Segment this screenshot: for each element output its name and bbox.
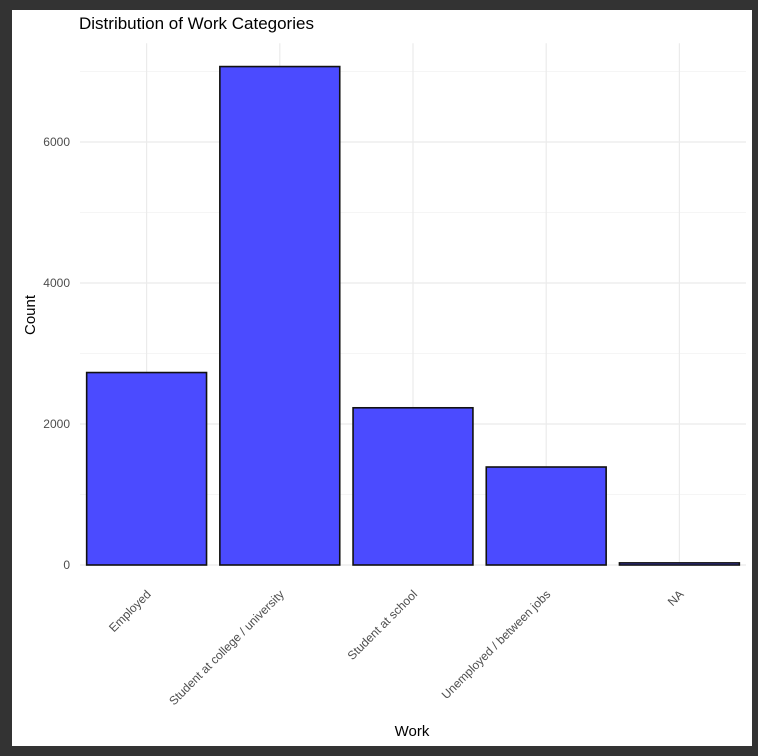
bar-3 — [485, 466, 607, 566]
y-tick-label: 6000 — [43, 135, 70, 149]
bar-0 — [85, 371, 208, 566]
x-axis-label: Work — [395, 723, 430, 740]
y-tick-labels: 0 2000 4000 6000 — [43, 135, 70, 572]
plot-frame: 0 2000 4000 6000 Employed Student at college… — [12, 10, 752, 746]
chart-title: Distribution of Work Categories — [79, 14, 314, 33]
x-tick-label: Student at college / university — [166, 587, 287, 708]
x-tick-label: Unemployed / between jobs — [439, 587, 554, 702]
bar-4 — [618, 562, 741, 566]
y-tick-label: 2000 — [43, 417, 70, 431]
x-tick-label: Student at school — [345, 587, 420, 662]
y-tick-label: 4000 — [43, 276, 70, 290]
bar-1 — [219, 65, 341, 566]
x-tick-label: NA — [665, 587, 687, 609]
x-tick-label: Employed — [106, 587, 154, 635]
y-tick-label: 0 — [63, 558, 70, 572]
x-tick-labels: Employed Student at college / university S… — [106, 587, 686, 708]
bar-chart: 0 2000 4000 6000 Employed Student at college… — [22, 14, 746, 740]
y-axis-label: Count — [22, 294, 39, 335]
bar-2 — [352, 406, 474, 566]
bars — [85, 65, 741, 566]
